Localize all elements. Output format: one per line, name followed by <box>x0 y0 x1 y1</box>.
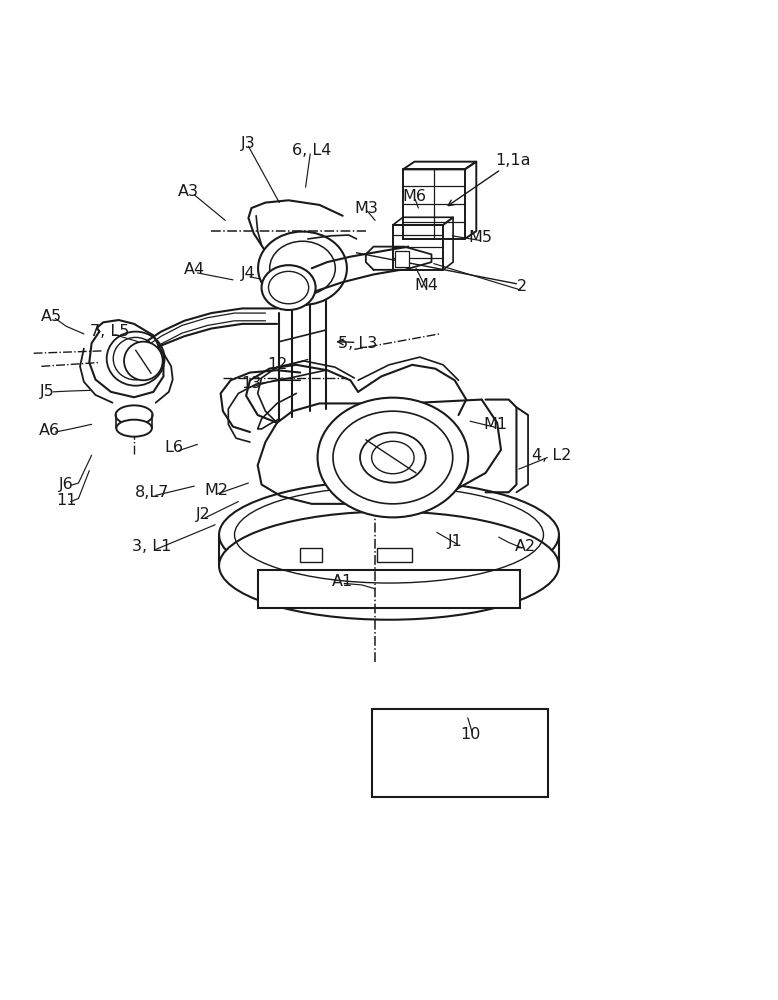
Ellipse shape <box>261 265 316 310</box>
Text: 1,1a: 1,1a <box>495 153 531 168</box>
Bar <box>372 709 548 797</box>
Circle shape <box>124 342 163 380</box>
Text: M2: M2 <box>204 483 228 498</box>
Text: 5, L3: 5, L3 <box>338 336 378 351</box>
Text: A6: A6 <box>39 423 60 438</box>
Text: M1: M1 <box>484 417 508 432</box>
Ellipse shape <box>219 481 559 589</box>
Ellipse shape <box>317 398 468 517</box>
Ellipse shape <box>116 405 152 425</box>
Text: 8,L7: 8,L7 <box>135 485 169 500</box>
Ellipse shape <box>258 232 347 305</box>
Text: J6: J6 <box>59 477 73 492</box>
Text: 11: 11 <box>56 493 76 508</box>
Bar <box>258 570 520 608</box>
Text: A3: A3 <box>177 184 198 199</box>
Text: A2: A2 <box>514 539 535 554</box>
Text: 10: 10 <box>461 727 481 742</box>
Text: 12: 12 <box>267 357 287 372</box>
Text: M4: M4 <box>414 278 438 293</box>
Ellipse shape <box>360 432 426 483</box>
Text: 6, L4: 6, L4 <box>292 143 331 158</box>
Bar <box>395 251 409 267</box>
Text: 2: 2 <box>517 279 527 294</box>
Text: J1: J1 <box>448 534 463 549</box>
Text: J2: J2 <box>196 507 211 522</box>
Text: 3, L1: 3, L1 <box>132 539 171 554</box>
Text: 13: 13 <box>241 376 261 391</box>
Text: A5: A5 <box>41 309 62 324</box>
Text: M5: M5 <box>468 230 492 245</box>
Ellipse shape <box>117 420 152 437</box>
Text: L6: L6 <box>165 440 184 455</box>
Text: M6: M6 <box>402 189 426 204</box>
Text: A1: A1 <box>332 574 353 589</box>
Bar <box>377 548 412 562</box>
Ellipse shape <box>219 512 559 620</box>
Text: M3: M3 <box>354 201 378 216</box>
Text: J4: J4 <box>241 266 256 281</box>
Text: A4: A4 <box>184 262 205 277</box>
Bar <box>300 548 322 562</box>
Text: J3: J3 <box>241 136 256 151</box>
Text: 7, L5: 7, L5 <box>89 324 129 339</box>
Text: 4, L2: 4, L2 <box>531 448 571 463</box>
Text: J5: J5 <box>40 384 55 399</box>
